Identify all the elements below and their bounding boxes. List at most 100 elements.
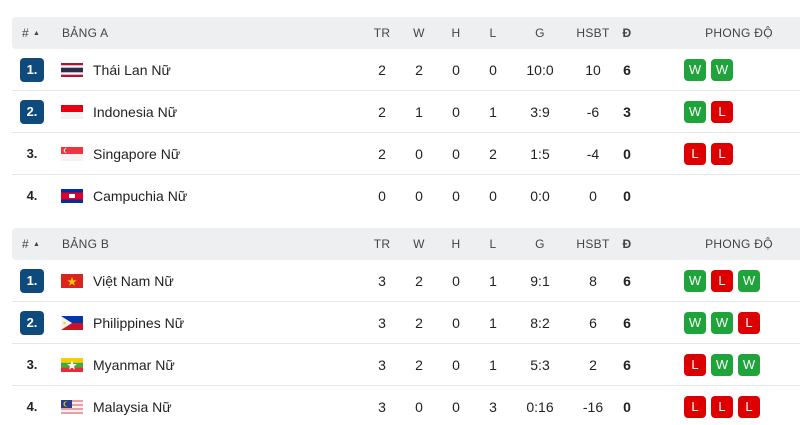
table-row[interactable]: 4. Campuchia Nữ 0 0 0 0 0:0 0 0 <box>12 175 800 216</box>
flag-indonesia-icon <box>61 91 83 132</box>
g-column-header[interactable]: G <box>535 26 545 40</box>
form-win-badge[interactable]: W <box>711 311 733 334</box>
hsbt-cell: 2 <box>589 356 597 373</box>
form-column-header: PHONG ĐỘ <box>705 237 773 251</box>
form-loss-badge[interactable]: L <box>684 395 706 418</box>
rank-column-header[interactable]: # ▲ <box>22 228 62 260</box>
form-loss-badge[interactable]: L <box>711 395 733 418</box>
team-name-link[interactable]: Việt Nam Nữ <box>93 272 174 289</box>
form-win-badge[interactable]: W <box>684 311 706 334</box>
flag-malaysia-icon <box>61 386 83 425</box>
g-cell: 10:0 <box>526 61 554 78</box>
d-cell: 6 <box>623 272 631 289</box>
form-loss-badge[interactable]: L <box>738 395 760 418</box>
team-name-link[interactable]: Myanmar Nữ <box>93 356 175 373</box>
d-cell: 0 <box>623 145 631 162</box>
tr-cell: 3 <box>378 272 386 289</box>
form-win-badge[interactable]: W <box>738 353 760 376</box>
table-row[interactable]: 1. Việt Nam Nữ 3 2 0 1 9:1 8 6 W L W <box>12 260 800 302</box>
table-row[interactable]: 1. Thái Lan Nữ 2 2 0 0 10:0 10 6 W W <box>12 49 800 91</box>
h-column-header[interactable]: H <box>451 237 461 251</box>
team-name-link[interactable]: Philippines Nữ <box>93 314 185 331</box>
hsbt-cell: -16 <box>582 398 604 415</box>
g-column-header[interactable]: G <box>535 237 545 251</box>
rank-badge: 3. <box>26 357 38 372</box>
d-cell: 3 <box>623 103 631 120</box>
form-win-badge[interactable]: W <box>684 58 706 81</box>
rank-badge: 1. <box>20 57 44 82</box>
form-win-badge[interactable]: W <box>711 58 733 81</box>
h-cell: 0 <box>452 103 460 120</box>
w-cell: 1 <box>415 103 423 120</box>
hsbt-column-header[interactable]: HSBT <box>576 26 610 40</box>
form-win-badge[interactable]: W <box>684 100 706 123</box>
rank-cell: 1. <box>20 49 44 90</box>
form-loss-badge[interactable]: L <box>711 269 733 292</box>
form-win-badge[interactable]: W <box>738 269 760 292</box>
hsbt-cell: 0 <box>589 187 597 204</box>
h-column-header[interactable]: H <box>451 26 461 40</box>
group-title: BẢNG A <box>62 26 109 40</box>
form-loss-badge[interactable]: L <box>684 142 706 165</box>
d-column-header[interactable]: Đ <box>622 237 632 251</box>
rank-column-header[interactable]: # ▲ <box>22 17 62 49</box>
team-name-link[interactable]: Malaysia Nữ <box>93 398 172 415</box>
team-name-link[interactable]: Indonesia Nữ <box>93 103 178 120</box>
tr-column-header[interactable]: TR <box>373 26 391 40</box>
flag-cambodia-icon <box>61 175 83 216</box>
hsbt-column-header[interactable]: HSBT <box>576 237 610 251</box>
team-name-link[interactable]: Singapore Nữ <box>93 145 181 162</box>
rank-cell: 2. <box>20 302 44 343</box>
triangle-up-icon: ▲ <box>32 240 41 248</box>
flag-thailand-icon <box>61 49 83 90</box>
l-cell: 0 <box>489 187 497 204</box>
h-cell: 0 <box>452 145 460 162</box>
l-cell: 1 <box>489 103 497 120</box>
table-header: # ▲ BẢNG A TR W H L G HSBT Đ PHONG ĐỘ <box>12 17 800 49</box>
group-title: BẢNG B <box>62 237 110 251</box>
g-cell: 9:1 <box>530 272 550 289</box>
rank-badge: 2. <box>20 99 44 124</box>
table-row[interactable]: 2. Philippines Nữ 3 2 0 1 8:2 6 6 W W L <box>12 302 800 344</box>
tr-cell: 2 <box>378 61 386 78</box>
rank-cell: 1. <box>20 260 44 301</box>
l-column-header[interactable]: L <box>489 237 497 251</box>
w-cell: 0 <box>415 187 423 204</box>
h-cell: 0 <box>452 187 460 204</box>
tr-column-header[interactable]: TR <box>373 237 391 251</box>
team-name-link[interactable]: Thái Lan Nữ <box>93 61 171 78</box>
team-name-link[interactable]: Campuchia Nữ <box>93 187 188 204</box>
d-column-header[interactable]: Đ <box>622 26 632 40</box>
form-loss-badge[interactable]: L <box>711 100 733 123</box>
tr-cell: 2 <box>378 103 386 120</box>
l-cell: 0 <box>489 61 497 78</box>
w-column-header[interactable]: W <box>413 237 425 251</box>
rank-header-label: # <box>22 26 29 40</box>
form-loss-badge[interactable]: L <box>711 142 733 165</box>
g-cell: 0:16 <box>526 398 554 415</box>
l-cell: 2 <box>489 145 497 162</box>
table-row[interactable]: 2. Indonesia Nữ 2 1 0 1 3:9 -6 3 W L <box>12 91 800 133</box>
rank-header-label: # <box>22 237 29 251</box>
w-column-header[interactable]: W <box>413 26 425 40</box>
form-loss-badge[interactable]: L <box>684 353 706 376</box>
h-cell: 0 <box>452 272 460 289</box>
rank-badge: 4. <box>26 399 38 414</box>
rank-cell: 4. <box>20 175 44 216</box>
form-win-badge[interactable]: W <box>684 269 706 292</box>
form-loss-badge[interactable]: L <box>738 311 760 334</box>
l-column-header[interactable]: L <box>489 26 497 40</box>
table-row[interactable]: 4. Malaysia Nữ 3 0 0 3 0:16 -16 0 L L L <box>12 386 800 425</box>
tr-cell: 2 <box>378 145 386 162</box>
form-win-badge[interactable]: W <box>711 353 733 376</box>
table-row[interactable]: 3. Singapore Nữ 2 0 0 2 1:5 -4 0 L L <box>12 133 800 175</box>
table-row[interactable]: 3. Myanmar Nữ 3 2 0 1 5:3 2 6 L W W <box>12 344 800 386</box>
tr-cell: 3 <box>378 314 386 331</box>
rank-badge: 1. <box>20 268 44 293</box>
rank-cell: 3. <box>20 133 44 174</box>
